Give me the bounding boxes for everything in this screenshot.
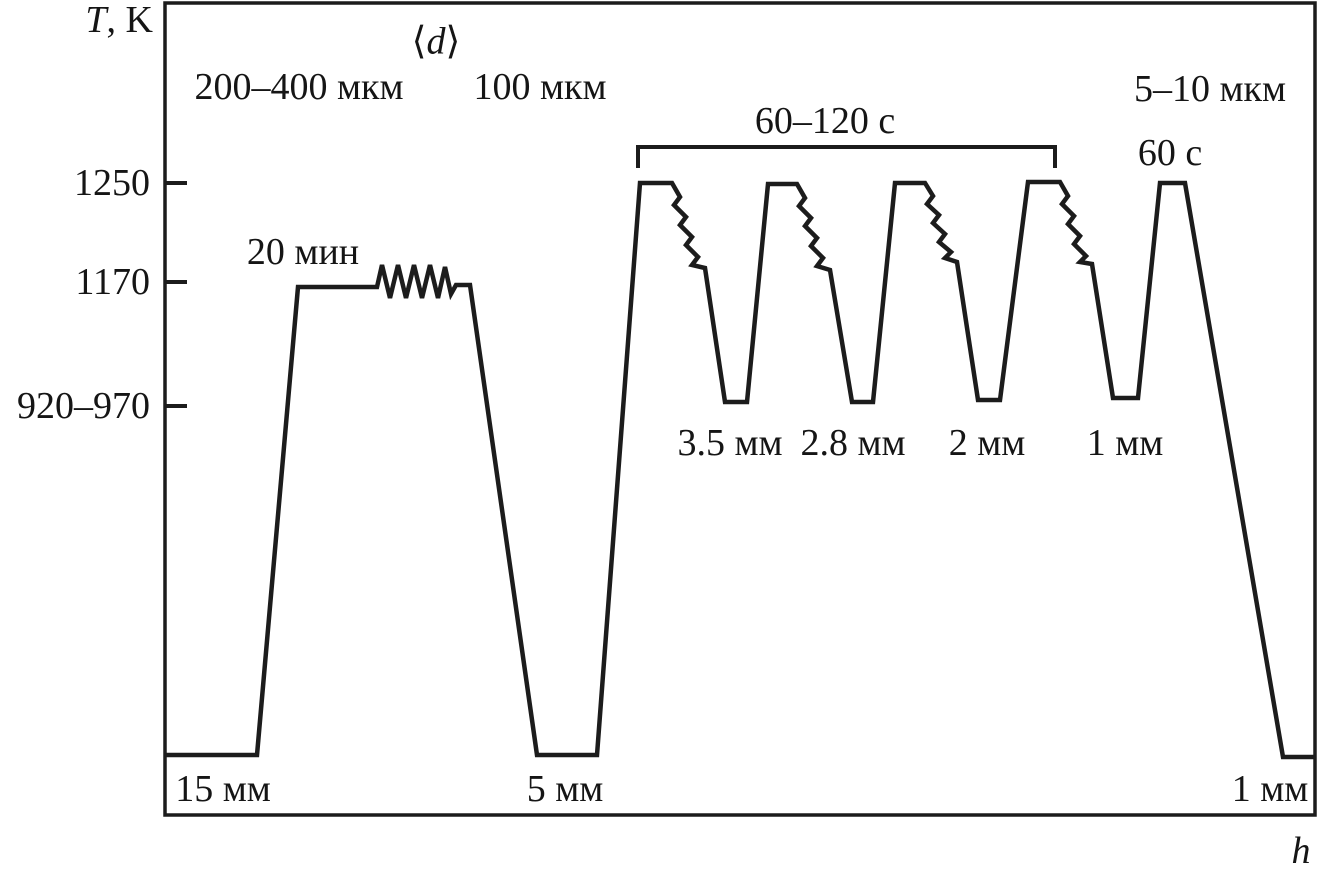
duration-bracket <box>636 145 1057 168</box>
particle-size-coarse-label: 200–400 мкм <box>194 66 404 108</box>
particle-size-fine-label: 5–10 мкм <box>1133 68 1287 110</box>
thickness-2-8mm-label: 2.8 мм <box>800 422 906 464</box>
y-tick-label-1250: 1250 <box>74 162 150 204</box>
y-axis-unit: , K <box>106 0 153 41</box>
y-axis-ticks <box>165 181 187 408</box>
angle-bracket-open: ⟨ <box>411 18 427 63</box>
hold-duration-main-label: 20 мин <box>246 231 360 273</box>
y-tick-label-1170: 1170 <box>75 261 150 303</box>
thickness-3-5mm-label: 3.5 мм <box>677 422 783 464</box>
d-avg-symbol: ⟨d⟩ <box>412 22 461 61</box>
thickness-1mm-final-label: 1 мм <box>1231 768 1309 810</box>
thickness-1mm-cycle-label: 1 мм <box>1086 422 1164 464</box>
y-tick-label-920-970: 920–970 <box>17 385 150 427</box>
y-axis-title: T, K <box>85 1 153 39</box>
temperature-profile-curve <box>165 179 1315 760</box>
plot-border <box>163 1 1317 817</box>
thickness-2mm-label: 2 мм <box>948 422 1026 464</box>
thickness-15mm-label: 15 мм <box>175 768 271 810</box>
y-axis-symbol: T <box>85 0 107 41</box>
hold-duration-cycles-label: 60–120 с <box>754 100 896 142</box>
thickness-5mm-label: 5 мм <box>526 768 604 810</box>
particle-size-mid-label: 100 мкм <box>473 66 607 108</box>
d-symbol: d <box>426 20 446 63</box>
hold-duration-final-label: 60 с <box>1137 132 1203 174</box>
angle-bracket-close: ⟩ <box>445 18 461 63</box>
x-axis-title: h <box>1291 830 1311 872</box>
